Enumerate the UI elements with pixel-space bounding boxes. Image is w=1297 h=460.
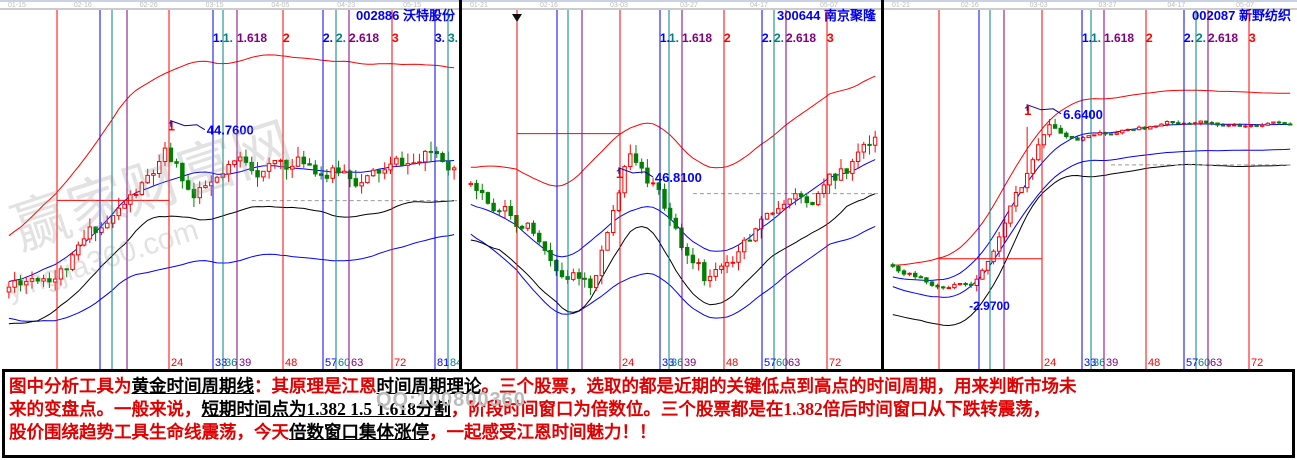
svg-text:81: 81: [437, 357, 449, 369]
svg-text:02-16: 02-16: [540, 2, 558, 9]
svg-text:24: 24: [1044, 357, 1056, 369]
svg-text:03-27: 03-27: [1099, 2, 1117, 9]
svg-text:3: 3: [827, 31, 834, 45]
svg-text:24: 24: [622, 357, 634, 369]
svg-text:63: 63: [788, 357, 800, 369]
svg-text:2: 2: [1146, 31, 1153, 45]
svg-text:48: 48: [285, 357, 297, 369]
svg-text:04-05: 04-05: [271, 2, 289, 9]
svg-text:1.618: 1.618: [1104, 31, 1134, 45]
svg-text:1.: 1.: [213, 31, 223, 45]
svg-text:36: 36: [1093, 357, 1105, 369]
svg-text:2: 2: [283, 31, 290, 45]
svg-text:2.618: 2.618: [349, 31, 379, 45]
svg-text:2.: 2.: [774, 31, 784, 45]
svg-text:39: 39: [1106, 357, 1118, 369]
svg-text:6.6400: 6.6400: [1063, 107, 1103, 122]
svg-text:2.: 2.: [762, 31, 772, 45]
svg-text:48: 48: [1148, 357, 1160, 369]
svg-text:24: 24: [171, 357, 183, 369]
svg-text:2.618: 2.618: [1208, 31, 1238, 45]
svg-text:04-23: 04-23: [337, 2, 355, 9]
svg-text:2.: 2.: [336, 31, 346, 45]
svg-text:03-03: 03-03: [1030, 2, 1048, 9]
svg-text:72: 72: [394, 357, 406, 369]
svg-text:3.: 3.: [448, 31, 458, 45]
svg-text:48: 48: [726, 357, 738, 369]
svg-text:2.: 2.: [323, 31, 333, 45]
svg-text:2.: 2.: [1196, 31, 1206, 45]
svg-text:1.: 1.: [1091, 31, 1101, 45]
svg-text:04-17: 04-17: [1167, 2, 1185, 9]
svg-text:39: 39: [684, 357, 696, 369]
svg-text:03-27: 03-27: [680, 2, 698, 9]
svg-text:60: 60: [338, 357, 350, 369]
svg-text:39: 39: [239, 357, 251, 369]
svg-text:01-21: 01-21: [470, 2, 488, 9]
svg-text:02-16: 02-16: [961, 2, 979, 9]
svg-text:02-26: 02-26: [140, 2, 158, 9]
svg-text:3.: 3.: [435, 31, 445, 45]
svg-text:36: 36: [671, 357, 683, 369]
svg-text:63: 63: [1210, 357, 1222, 369]
svg-text:46.8100: 46.8100: [655, 170, 702, 185]
svg-text:57: 57: [325, 357, 337, 369]
svg-text:2.618: 2.618: [786, 31, 816, 45]
svg-text:002886 沃特股份: 002886 沃特股份: [356, 8, 456, 23]
svg-text:2.: 2.: [1184, 31, 1194, 45]
svg-text:002087 新野纺织: 002087 新野纺织: [1192, 8, 1291, 23]
svg-text:-2.9700: -2.9700: [969, 299, 1010, 313]
svg-text:1.: 1.: [669, 31, 679, 45]
svg-text:01-15: 01-15: [8, 2, 26, 9]
svg-text:36: 36: [225, 357, 237, 369]
svg-text:03-15: 03-15: [206, 2, 224, 9]
svg-text:72: 72: [1251, 357, 1263, 369]
svg-text:2: 2: [724, 31, 731, 45]
svg-text:01-21: 01-21: [892, 2, 910, 9]
svg-text:1.: 1.: [223, 31, 233, 45]
svg-text:1.618: 1.618: [682, 31, 712, 45]
svg-text:63: 63: [351, 357, 363, 369]
svg-text:72: 72: [829, 357, 841, 369]
svg-text:03-03: 03-03: [610, 2, 628, 9]
svg-text:3: 3: [392, 31, 399, 45]
svg-text:3: 3: [1249, 31, 1256, 45]
svg-text:02-16: 02-16: [74, 2, 92, 9]
svg-text:1.618: 1.618: [237, 31, 267, 45]
svg-text:04-17: 04-17: [750, 2, 768, 9]
